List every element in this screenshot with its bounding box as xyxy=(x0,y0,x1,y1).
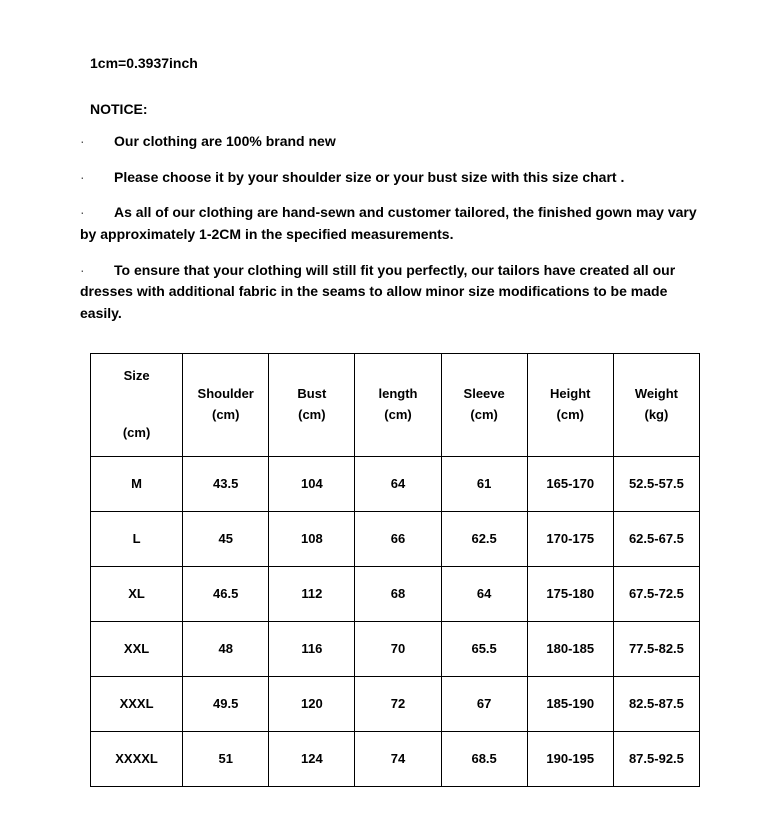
col-header-length: length (cm) xyxy=(355,353,441,456)
cell-length: 66 xyxy=(355,511,441,566)
col-header-bottom: (cm) xyxy=(123,425,150,440)
bullet-icon: · xyxy=(80,202,114,224)
cell-sleeve: 68.5 xyxy=(441,731,527,786)
col-header-sleeve: Sleeve (cm) xyxy=(441,353,527,456)
cell-length: 74 xyxy=(355,731,441,786)
cell-length: 68 xyxy=(355,566,441,621)
bullet-icon: · xyxy=(80,260,114,282)
table-row: XXXXL 51 124 74 68.5 190-195 87.5-92.5 xyxy=(91,731,700,786)
notice-item: ·To ensure that your clothing will still… xyxy=(80,260,701,325)
cell-weight: 77.5-82.5 xyxy=(613,621,699,676)
cell-bust: 116 xyxy=(269,621,355,676)
col-header-bottom: (cm) xyxy=(212,407,239,422)
cell-sleeve: 67 xyxy=(441,676,527,731)
cell-bust: 112 xyxy=(269,566,355,621)
cell-shoulder: 51 xyxy=(183,731,269,786)
notice-text: Please choose it by your shoulder size o… xyxy=(114,169,624,185)
table-row: XL 46.5 112 68 64 175-180 67.5-72.5 xyxy=(91,566,700,621)
table-header: Size (cm) Shoulder (cm) Bust (cm) length… xyxy=(91,353,700,456)
notice-text: To ensure that your clothing will still … xyxy=(80,262,675,321)
cell-size: M xyxy=(91,456,183,511)
table-row: L 45 108 66 62.5 170-175 62.5-67.5 xyxy=(91,511,700,566)
col-header-top: length xyxy=(378,386,417,401)
col-header-bust: Bust (cm) xyxy=(269,353,355,456)
notice-heading: NOTICE: xyxy=(90,101,701,117)
cell-shoulder: 48 xyxy=(183,621,269,676)
col-header-top: Shoulder xyxy=(198,386,254,401)
cell-size: XXXL xyxy=(91,676,183,731)
notice-text: Our clothing are 100% brand new xyxy=(114,133,336,149)
cell-shoulder: 43.5 xyxy=(183,456,269,511)
col-header-weight: Weight (kg) xyxy=(613,353,699,456)
notice-item: ·As all of our clothing are hand-sewn an… xyxy=(80,202,701,245)
notice-item: ·Please choose it by your shoulder size … xyxy=(70,167,701,189)
cell-size: XL xyxy=(91,566,183,621)
cell-shoulder: 46.5 xyxy=(183,566,269,621)
notice-text: As all of our clothing are hand-sewn and… xyxy=(80,204,697,242)
cell-sleeve: 65.5 xyxy=(441,621,527,676)
cell-height: 170-175 xyxy=(527,511,613,566)
bullet-icon: · xyxy=(80,167,114,189)
cell-weight: 87.5-92.5 xyxy=(613,731,699,786)
col-header-top: Size xyxy=(124,368,150,383)
cell-height: 185-190 xyxy=(527,676,613,731)
cell-sleeve: 62.5 xyxy=(441,511,527,566)
cell-shoulder: 49.5 xyxy=(183,676,269,731)
cell-length: 64 xyxy=(355,456,441,511)
table-body: M 43.5 104 64 61 165-170 52.5-57.5 L 45 … xyxy=(91,456,700,786)
cell-weight: 62.5-67.5 xyxy=(613,511,699,566)
cell-weight: 52.5-57.5 xyxy=(613,456,699,511)
col-header-top: Bust xyxy=(297,386,326,401)
table-row: M 43.5 104 64 61 165-170 52.5-57.5 xyxy=(91,456,700,511)
cell-weight: 82.5-87.5 xyxy=(613,676,699,731)
table-row: XXXL 49.5 120 72 67 185-190 82.5-87.5 xyxy=(91,676,700,731)
cell-size: L xyxy=(91,511,183,566)
col-header-height: Height (cm) xyxy=(527,353,613,456)
col-header-top: Height xyxy=(550,386,590,401)
cell-shoulder: 45 xyxy=(183,511,269,566)
cell-size: XXXXL xyxy=(91,731,183,786)
conversion-note: 1cm=0.3937inch xyxy=(90,55,701,71)
cell-bust: 108 xyxy=(269,511,355,566)
cell-bust: 120 xyxy=(269,676,355,731)
cell-height: 180-185 xyxy=(527,621,613,676)
col-header-bottom: (kg) xyxy=(645,407,669,422)
cell-length: 72 xyxy=(355,676,441,731)
cell-length: 70 xyxy=(355,621,441,676)
cell-bust: 124 xyxy=(269,731,355,786)
cell-sleeve: 61 xyxy=(441,456,527,511)
col-header-bottom: (cm) xyxy=(470,407,497,422)
col-header-shoulder: Shoulder (cm) xyxy=(183,353,269,456)
table-header-row: Size (cm) Shoulder (cm) Bust (cm) length… xyxy=(91,353,700,456)
col-header-size: Size (cm) xyxy=(91,353,183,456)
document-page: 1cm=0.3937inch NOTICE: ·Our clothing are… xyxy=(0,0,771,827)
cell-sleeve: 64 xyxy=(441,566,527,621)
cell-weight: 67.5-72.5 xyxy=(613,566,699,621)
bullet-icon: · xyxy=(80,131,114,153)
cell-height: 190-195 xyxy=(527,731,613,786)
cell-height: 175-180 xyxy=(527,566,613,621)
cell-height: 165-170 xyxy=(527,456,613,511)
cell-bust: 104 xyxy=(269,456,355,511)
col-header-bottom: (cm) xyxy=(384,407,411,422)
notice-item: ·Our clothing are 100% brand new xyxy=(70,131,701,153)
col-header-top: Weight xyxy=(635,386,678,401)
col-header-bottom: (cm) xyxy=(298,407,325,422)
col-header-bottom: (cm) xyxy=(557,407,584,422)
table-row: XXL 48 116 70 65.5 180-185 77.5-82.5 xyxy=(91,621,700,676)
size-chart-table: Size (cm) Shoulder (cm) Bust (cm) length… xyxy=(90,353,700,787)
cell-size: XXL xyxy=(91,621,183,676)
col-header-top: Sleeve xyxy=(464,386,505,401)
